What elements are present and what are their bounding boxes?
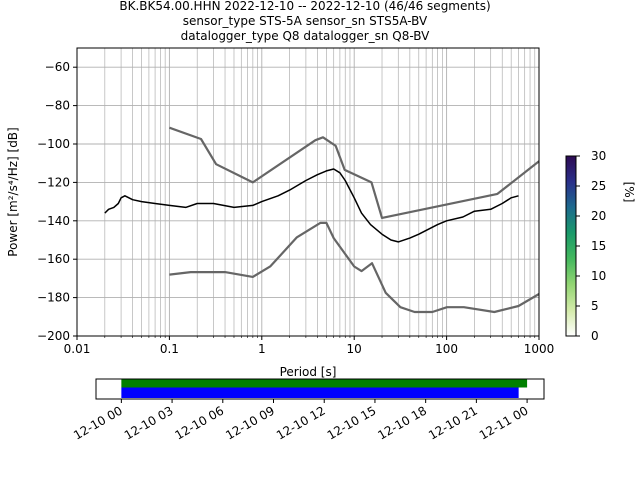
colorbar-tick-label: 20 [591,209,606,223]
colorbar-tick-label: 5 [591,299,599,313]
series-lines [104,126,540,314]
colorbar-tick-label: 15 [591,239,606,253]
time-tick-label: 12-10 21 [426,403,480,442]
x-tick-label: 0.1 [160,342,179,356]
y-tick-label: −200 [37,329,70,343]
y-tick-label: −140 [37,214,70,228]
data-availability-bar [121,379,528,388]
y-tick-label: −160 [37,252,70,266]
y-axis-ticks: −200 −180 −160 −140 −120 −100 −80 −60 [37,60,77,343]
time-bars [121,379,528,398]
x-tick-label: 10 [347,342,362,356]
mode-line [104,168,519,243]
title-line-1: BK.BK54.00.HHN 2022-12-10 -- 2022-12-10 … [119,0,490,13]
time-tick-label: 12-10 18 [375,403,429,442]
y-tick-label: −120 [37,175,70,189]
x-tick-label: 1 [258,342,266,356]
time-tick-label: 12-11 00 [477,403,531,442]
x-tick-label: 100 [435,342,458,356]
y-tick-label: −80 [45,99,70,113]
y-tick-label: −100 [37,137,70,151]
colorbar-tick-label: 0 [591,329,599,343]
title-line-3: datalogger_type Q8 datalogger_sn Q8-BV [181,29,431,43]
x-axis-ticks: 0.01 0.1 1 10 100 1000 [64,336,555,356]
colorbar-tick-label: 30 [591,149,606,163]
colorbar-tick-label: 25 [591,179,606,193]
y-tick-label: −180 [37,291,70,305]
psd-plot: 0.01 0.1 1 10 100 1000 −200 −180 −160 −140 −120 −1… [6,47,555,379]
time-tick-label: 12-10 09 [223,403,277,442]
y-tick-label: −60 [45,60,70,74]
noise-model-high-line [169,126,540,219]
title-line-2: sensor_type STS-5A sensor_sn STS5A-BV [183,14,428,28]
time-tick-label: 12-10 06 [173,403,227,442]
plot-background [77,48,539,336]
x-tick-label: 1000 [524,342,555,356]
plot-frame [76,47,540,337]
psd-segments-bar [121,387,519,398]
noise-model-low-line [169,221,540,314]
time-tick-label: 12-10 03 [122,403,176,442]
y-axis-label: Power [m²/s⁴/Hz] [dB] [6,127,20,256]
x-tick-label: 0.01 [64,342,91,356]
colorbar-tick-label: 10 [591,269,606,283]
time-tick-label: 12-10 15 [325,403,379,442]
colorbar: 0 5 10 15 20 25 30 [%] [565,149,636,343]
colorbar-label: [%] [622,182,636,203]
time-tick-label: 12-10 12 [274,403,328,442]
colorbar-ticks: 0 5 10 15 20 25 30 [576,149,606,343]
time-tick-label: 12-10 00 [71,403,125,442]
x-axis-label: Period [s] [280,365,337,379]
colorbar-gradient [565,155,577,337]
